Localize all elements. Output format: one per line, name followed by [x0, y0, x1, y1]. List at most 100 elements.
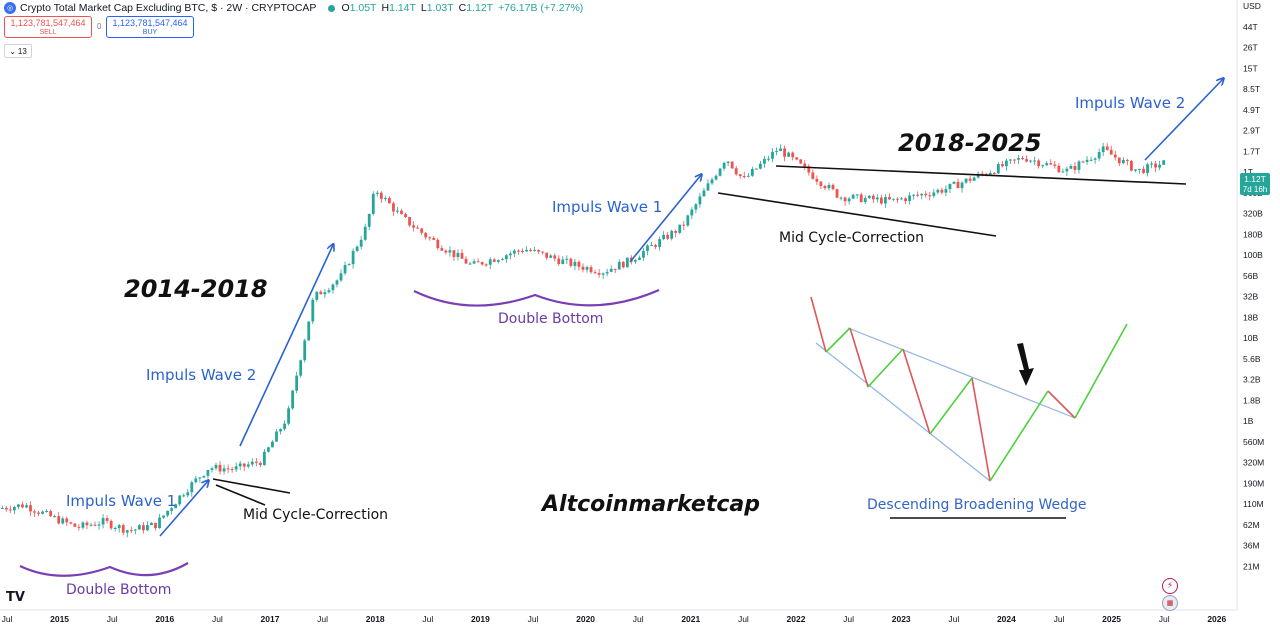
- candle-body: [258, 462, 262, 466]
- impulse-arrows: [159, 79, 1223, 537]
- candle-body: [89, 524, 93, 526]
- ohlc-low: L1.03T: [420, 2, 454, 14]
- candle-body: [295, 375, 299, 391]
- flash-icon[interactable]: ⚡: [1162, 578, 1178, 594]
- candle-body: [1130, 160, 1133, 171]
- candle-body: [867, 195, 871, 199]
- candle-body: [226, 468, 230, 470]
- candle-body: [388, 197, 391, 204]
- candle-body: [1113, 154, 1117, 158]
- candle-body: [525, 249, 528, 252]
- candle-body: [283, 423, 286, 430]
- candle-body: [194, 478, 198, 483]
- x-tick-label: 2023: [892, 614, 911, 624]
- candle-body: [839, 197, 843, 199]
- candle-body: [1105, 146, 1109, 150]
- label-impulse-wave-2-right: Impuls Wave 2: [1075, 94, 1186, 112]
- candle-body: [779, 148, 782, 152]
- candle-body: [379, 192, 383, 199]
- candle-body: [190, 482, 194, 493]
- candle-body: [436, 239, 440, 249]
- candle-body: [218, 464, 222, 472]
- candle-body: [549, 255, 553, 258]
- candle-body: [246, 464, 250, 467]
- y-tick-label: 62M: [1243, 520, 1260, 530]
- candle-body: [964, 178, 968, 183]
- candle-body: [759, 163, 762, 169]
- candle-body: [992, 172, 996, 174]
- candle-body: [254, 461, 258, 463]
- candle-body: [214, 464, 218, 469]
- candle-body: [404, 214, 407, 218]
- trendline-right-lower: [717, 192, 997, 237]
- candle-body: [206, 470, 210, 476]
- symbol-title[interactable]: Crypto Total Market Cap Excluding BTC, $…: [20, 2, 317, 14]
- wedge-leg: [825, 327, 851, 353]
- candle-body: [109, 520, 113, 529]
- candle-body: [956, 181, 960, 189]
- tradingview-logo[interactable]: TV: [6, 590, 25, 605]
- candle-body: [541, 251, 545, 253]
- candle-body: [674, 231, 678, 233]
- y-tick-label: 18B: [1243, 312, 1258, 322]
- candle-body: [585, 267, 589, 270]
- candle-body: [77, 526, 81, 528]
- candle-body: [742, 176, 746, 178]
- candle-body: [1093, 158, 1097, 160]
- candle-body: [21, 504, 24, 508]
- candle-body: [113, 528, 117, 530]
- candle-body: [1017, 158, 1020, 160]
- candle-body: [166, 510, 170, 516]
- candle-body: [1057, 165, 1061, 173]
- sell-button[interactable]: 1,123,781,547,464 SELL: [4, 16, 92, 38]
- candle-body: [464, 258, 468, 264]
- watermark-label: Altcoinmarketcap: [542, 492, 760, 517]
- price-axis[interactable]: USD44T26T15T8.5T4.9T2.9T1.7T1T560B320B18…: [1236, 0, 1280, 610]
- us-flag-icon[interactable]: ▦: [1162, 595, 1178, 611]
- candle-body: [480, 262, 484, 265]
- candle-body: [311, 299, 315, 322]
- candle-body: [1005, 160, 1008, 167]
- candle-body: [355, 246, 359, 251]
- candle-body: [1101, 146, 1105, 153]
- candle-body: [230, 468, 234, 470]
- arrow-impulse-2-right: [1144, 79, 1223, 161]
- candle-body: [121, 525, 125, 533]
- y-tick-label: 110M: [1243, 499, 1264, 509]
- spread-value: 0: [97, 22, 102, 31]
- candle-body: [1013, 159, 1016, 161]
- wedge-leg: [1047, 390, 1076, 419]
- candle-body: [347, 264, 351, 266]
- chevron-down-icon: ⌄: [9, 46, 16, 56]
- buy-button[interactable]: 1,123,781,547,464 BUY: [106, 16, 194, 38]
- candle-body: [795, 157, 799, 160]
- candle-body: [93, 524, 97, 526]
- candle-body: [1158, 164, 1162, 168]
- candle-body: [690, 209, 694, 216]
- candle-body: [1033, 160, 1037, 162]
- candle-body: [484, 264, 488, 266]
- candle-body: [855, 194, 859, 196]
- candle-body: [392, 203, 395, 212]
- candle-body: [775, 151, 778, 153]
- candle-body: [726, 161, 730, 163]
- wedge-leg: [989, 390, 1049, 482]
- candle-body: [238, 463, 242, 467]
- candle-body: [222, 468, 226, 472]
- candle-body: [988, 172, 992, 175]
- candle-body: [601, 273, 605, 275]
- indicators-toggle[interactable]: ⌄ 13: [4, 44, 32, 58]
- candle-body: [275, 431, 278, 442]
- candle-body: [972, 177, 976, 181]
- candle-body: [162, 515, 165, 518]
- candle-body: [343, 264, 347, 274]
- candle-body: [581, 266, 585, 270]
- candle-body: [371, 193, 375, 214]
- candle-body: [1069, 166, 1073, 169]
- candle-body: [924, 193, 928, 196]
- time-axis[interactable]: Jul 2015 Jul 2016 Jul 2017 Jul 2018 Jul 2019 Jul 20…: [0, 609, 1237, 626]
- candle-body: [339, 273, 343, 281]
- candle-body: [81, 522, 85, 528]
